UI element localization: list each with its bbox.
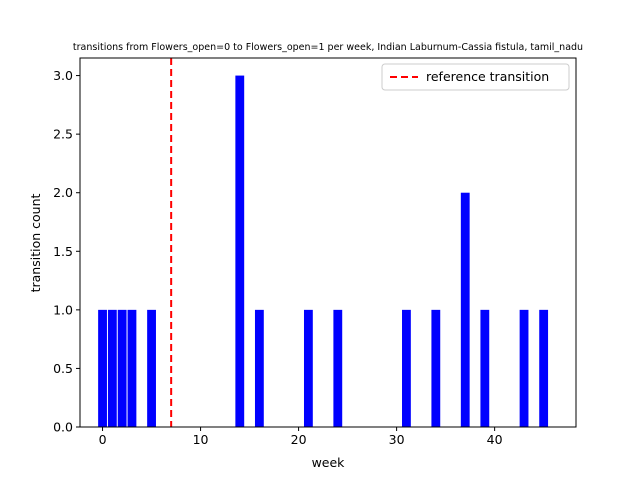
legend: reference transition <box>381 63 570 91</box>
bar-week-1 <box>107 309 117 427</box>
bar-week-31 <box>402 309 411 427</box>
bar-week-5 <box>147 309 156 427</box>
bar-week-39 <box>480 309 490 427</box>
bar-week-34 <box>431 309 441 427</box>
bar-week-16 <box>254 309 264 427</box>
bar-week-3 <box>127 309 137 427</box>
bar-week-24 <box>333 309 343 427</box>
bar-week-21 <box>303 309 313 427</box>
bar-week-43 <box>519 309 529 427</box>
y-tick-label: 1.5 <box>53 244 73 259</box>
x-tick-label: 0 <box>99 432 107 447</box>
bar-week-0 <box>98 309 107 427</box>
y-axis-ticks: 0.0 0.5 1.0 1.5 2.0 2.5 3.0 <box>53 68 80 435</box>
bar-week-45 <box>539 309 549 427</box>
x-axis-ticks: 0 10 20 30 40 <box>99 427 503 447</box>
y-tick-label: 2.5 <box>53 127 73 142</box>
x-tick-label: 30 <box>389 432 405 447</box>
bar-week-2 <box>117 309 127 427</box>
y-tick-label: 0.5 <box>53 361 73 376</box>
x-tick-label: 40 <box>487 432 503 447</box>
y-tick-label: 1.0 <box>53 302 73 317</box>
y-tick-label: 3.0 <box>53 68 73 83</box>
bar-week-14 <box>235 75 245 428</box>
x-tick-label: 10 <box>193 432 209 447</box>
y-tick-label: 2.0 <box>53 185 73 200</box>
legend-label: reference transition <box>426 69 549 84</box>
x-tick-label: 20 <box>291 432 307 447</box>
y-tick-label: 0.0 <box>53 420 73 435</box>
legend-box <box>381 63 570 91</box>
chart-title: transitions from Flowers_open=0 to Flowe… <box>73 42 583 53</box>
bar-week-37 <box>460 192 470 427</box>
axes-frame <box>79 57 577 428</box>
plot-area <box>79 57 577 428</box>
y-axis-label: transition count <box>28 194 43 293</box>
x-axis-label: week <box>312 455 346 470</box>
